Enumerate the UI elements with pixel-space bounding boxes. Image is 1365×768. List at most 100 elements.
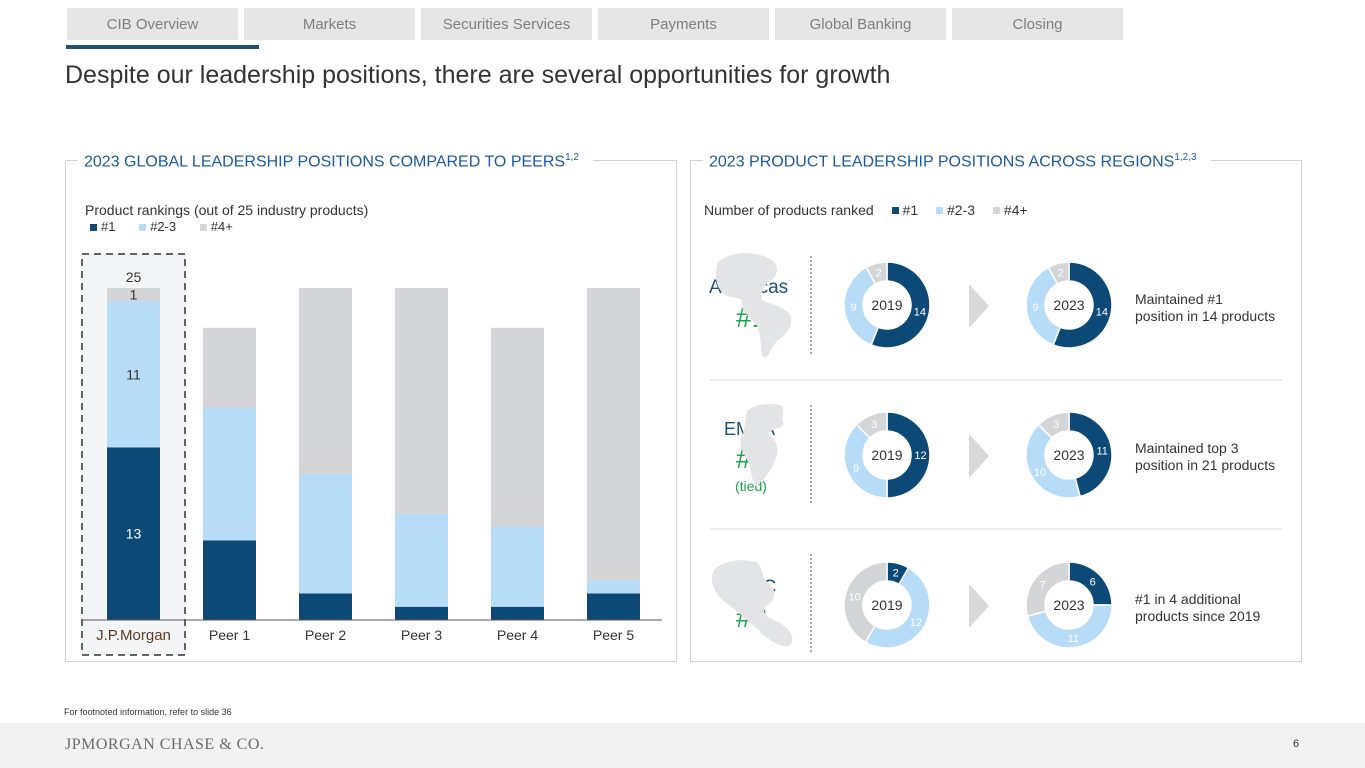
donut-value-label: 9 xyxy=(1033,302,1039,314)
x-axis-labels: J.P.Morgan Peer 1 Peer 2 Peer 3 Peer 4 Peer 5 xyxy=(96,627,634,644)
note-line: products since 2019 xyxy=(1135,608,1261,624)
tab-label: Closing xyxy=(1012,15,1063,33)
donut-value-label: 11 xyxy=(1068,633,1079,645)
donut-value-label: 14 xyxy=(1096,306,1108,318)
donut-value-label: 2 xyxy=(1058,268,1064,280)
bar-rank1-1 xyxy=(203,540,256,620)
donut-slice-americas-2023-2 xyxy=(1047,261,1070,285)
bar-rank4+-5 xyxy=(587,288,640,581)
legend-swatch xyxy=(936,207,943,215)
donut-value-label: 6 xyxy=(1090,576,1096,588)
donut-year-label: 2023 xyxy=(1053,447,1084,463)
x-tick-label: Peer 2 xyxy=(305,627,346,643)
legend-item-rank23: #2-3 xyxy=(936,202,975,218)
tab-cib-overview[interactable]: CIB Overview xyxy=(67,8,238,40)
donut-slice-apac-2019-1 xyxy=(864,566,931,649)
tab-label: CIB Overview xyxy=(106,15,199,33)
bar-rank4+-0 xyxy=(107,288,160,302)
legend-item-rank23: #2-3 xyxy=(139,219,176,234)
note-line: Maintained top 3 xyxy=(1135,440,1239,456)
donut-value-label: 9 xyxy=(853,463,859,475)
chevron-right-icon xyxy=(969,284,989,328)
bar-rank1-2 xyxy=(299,593,352,620)
legend-label: #4+ xyxy=(210,219,233,234)
legend-swatch xyxy=(891,207,899,215)
legend-item-rank4: #4+ xyxy=(992,202,1028,218)
bar-rank2-3-3 xyxy=(395,513,448,607)
bar-data-label: 11 xyxy=(126,366,141,382)
donut-value-label: 3 xyxy=(871,419,877,431)
x-tick-label: Peer 5 xyxy=(593,627,634,643)
bar-rank2-3-5 xyxy=(587,580,640,594)
bar-rank2-3-1 xyxy=(203,407,256,541)
note-emea: Maintained top 3 position in 21 products xyxy=(1135,440,1275,474)
tab-label: Global Banking xyxy=(809,15,912,33)
note-line: position in 21 products xyxy=(1135,457,1276,473)
donut-value-label: 2 xyxy=(876,268,882,280)
apac-map-icon xyxy=(711,560,793,647)
donut-year-label: 2023 xyxy=(1053,297,1084,313)
chevron-right-icon xyxy=(969,584,989,628)
note-line: Maintained #1 xyxy=(1135,291,1223,307)
bar-rank2-3-0 xyxy=(107,301,160,448)
legend-swatch xyxy=(992,207,1000,215)
donut-value-label: 10 xyxy=(849,591,861,603)
bar-rank1-0 xyxy=(107,447,160,620)
donut-slice-americas-2019-0 xyxy=(870,261,931,349)
tab-label: Markets xyxy=(302,15,357,33)
page-number: 6 xyxy=(1293,738,1300,750)
donut-year-label: 2023 xyxy=(1053,597,1084,613)
bar-rank1-5 xyxy=(587,593,640,620)
right-panel-heading-text: 2023 PRODUCT LEADERSHIP POSITIONS ACROSS… xyxy=(709,153,1175,171)
page-title: Despite our leadership positions, there … xyxy=(65,61,891,89)
donut-year-label: 2019 xyxy=(871,297,902,313)
bar-chart-subtitle: Product rankings (out of 25 industry pro… xyxy=(85,202,369,218)
bar-rank4+-4 xyxy=(491,327,544,528)
donut-slice-apac-2023-2 xyxy=(1025,561,1070,618)
footer xyxy=(0,723,1365,768)
note-americas: Maintained #1 position in 14 products xyxy=(1135,291,1275,325)
bar-rank4+-3 xyxy=(395,288,448,514)
donut-slice-apac-2023-1 xyxy=(1026,604,1113,649)
legend-label: #2-3 xyxy=(947,202,976,218)
tab-global-banking[interactable]: Global Banking xyxy=(775,8,946,40)
legend-item-rank1: #1 xyxy=(90,219,115,234)
tab-securities-services[interactable]: Securities Services xyxy=(421,8,592,40)
legend-label: #1 xyxy=(101,219,116,234)
map-icons xyxy=(711,253,793,647)
bar-rank4+-2 xyxy=(299,288,352,474)
donut-value-label: 9 xyxy=(851,302,857,314)
footnote: For footnoted information, refer to slid… xyxy=(64,707,232,717)
donut-slice-emea-2023-2 xyxy=(1037,411,1070,440)
donut-slice-emea-2019-1 xyxy=(843,423,888,499)
donut-slice-americas-2023-0 xyxy=(1052,261,1113,349)
footer-logo: JPMORGAN CHASE & CO. xyxy=(65,736,265,753)
donut-value-label: 11 xyxy=(1097,446,1108,458)
right-panel-heading-sup: 1,2,3 xyxy=(1174,152,1197,163)
donut-value-label: 12 xyxy=(910,617,922,629)
bar-data-label: 1 xyxy=(130,287,138,303)
bar-rank1-4 xyxy=(491,606,544,620)
emea-map-icon xyxy=(740,403,784,486)
x-tick-label: Peer 1 xyxy=(209,627,250,643)
tab-payments[interactable]: Payments xyxy=(598,8,769,40)
donut-slice-emea-2019-2 xyxy=(855,411,888,440)
tab-markets[interactable]: Markets xyxy=(244,8,415,40)
donut-value-label: 10 xyxy=(1034,467,1046,479)
donut-group: 14 9 2 2019 14 9 2 2023 12 9 3 2019 11 10 3 2023 2 12 10 20… xyxy=(843,261,1113,649)
tab-closing[interactable]: Closing xyxy=(952,8,1123,40)
bar-rank1-3 xyxy=(395,606,448,620)
note-line: #1 in 4 additional xyxy=(1135,591,1241,607)
donut-value-label: 14 xyxy=(914,306,926,318)
donut-legend-prefix: Number of products ranked xyxy=(704,202,874,218)
x-tick-label: Peer 3 xyxy=(401,627,442,643)
right-panel-heading: 2023 PRODUCT LEADERSHIP POSITIONS ACROSS… xyxy=(703,152,1211,172)
legend-item-rank4: #4+ xyxy=(199,219,233,234)
x-tick-label: J.P.Morgan xyxy=(96,627,171,644)
donut-slice-americas-2019-2 xyxy=(865,261,888,285)
donut-value-label: 7 xyxy=(1039,580,1045,592)
donut-year-label: 2019 xyxy=(871,597,902,613)
note-line: position in 14 products xyxy=(1135,308,1276,324)
